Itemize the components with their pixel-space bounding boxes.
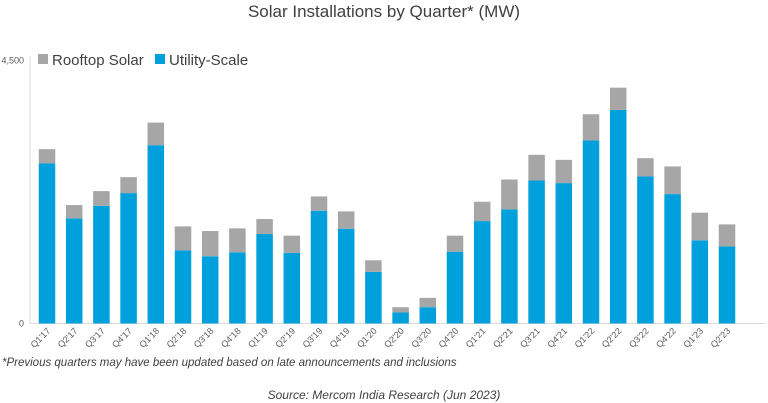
x-tick-label: Q1'17	[29, 326, 53, 350]
bar-utility-scale	[38, 163, 56, 324]
bar-utility-scale	[718, 246, 736, 324]
x-tick-label: Q4'19	[328, 326, 352, 350]
bar-rooftop-solar	[310, 196, 328, 211]
bar-rooftop-solar	[120, 177, 137, 194]
bar-utility-scale	[147, 145, 165, 324]
bar-rooftop-solar	[582, 114, 600, 141]
bar-rooftop-solar	[528, 154, 545, 181]
legend-swatch	[155, 54, 165, 64]
bar-utility-scale	[691, 240, 709, 324]
bar-utility-scale	[392, 312, 409, 324]
bar-rooftop-solar	[38, 149, 56, 164]
source-note: Source: Mercom India Research (Jun 2023)	[267, 388, 501, 402]
x-tick-label: Q3'22	[627, 326, 651, 350]
x-tick-label: Q4'18	[219, 326, 243, 350]
x-tick-label: Q2'17	[56, 326, 80, 350]
bar-rooftop-solar	[691, 212, 709, 241]
bar-utility-scale	[446, 251, 464, 324]
x-tick-label: Q4'17	[110, 326, 134, 350]
x-tick-label: Q3'18	[192, 326, 216, 350]
bar-rooftop-solar	[637, 158, 654, 177]
x-tick-label: Q1'22	[573, 326, 597, 350]
bar-utility-scale	[201, 256, 219, 324]
x-tick-label: Q1'21	[464, 326, 488, 350]
bar-rooftop-solar	[664, 166, 681, 195]
bar-rooftop-solar	[718, 224, 736, 247]
bar-utility-scale	[501, 209, 518, 324]
x-tick-label: Q1'19	[246, 326, 270, 350]
bar-rooftop-solar	[93, 191, 110, 206]
bar-utility-scale	[120, 193, 137, 324]
bar-rooftop-solar	[283, 235, 301, 253]
x-tick-label: Q1'20	[355, 326, 379, 350]
bar-utility-scale	[283, 252, 301, 324]
y-tick-label: 4,500	[1, 56, 24, 66]
x-tick-label: Q2'21	[491, 326, 515, 350]
bar-rooftop-solar	[609, 87, 627, 110]
x-tick-label: Q1'18	[137, 326, 161, 350]
x-tick-label: Q2'18	[165, 326, 189, 350]
x-tick-label: Q4'20	[437, 326, 461, 350]
bar-rooftop-solar	[256, 219, 273, 235]
bar-rooftop-solar	[65, 205, 83, 219]
x-tick-label: Q4'22	[654, 326, 678, 350]
bar-rooftop-solar	[201, 231, 219, 257]
bar-rooftop-solar	[446, 235, 464, 252]
y-tick-label: 0	[19, 319, 24, 329]
bar-utility-scale	[93, 205, 110, 324]
bar-utility-scale	[555, 183, 573, 324]
bar-utility-scale	[582, 140, 600, 324]
bar-rooftop-solar	[147, 122, 165, 146]
bar-utility-scale	[365, 271, 382, 324]
bar-rooftop-solar	[337, 211, 355, 229]
bar-utility-scale	[637, 176, 654, 324]
x-tick-label: Q3'21	[518, 326, 542, 350]
x-tick-label: Q2'19	[273, 326, 297, 350]
legend-label: Rooftop Solar	[52, 52, 144, 69]
bar-utility-scale	[473, 221, 491, 324]
x-tick-label: Q3'20	[409, 326, 433, 350]
bar-utility-scale	[419, 307, 437, 324]
bar-rooftop-solar	[174, 226, 192, 251]
bar-utility-scale	[174, 250, 192, 324]
x-tick-label: Q3'19	[301, 326, 325, 350]
bar-rooftop-solar	[229, 228, 246, 253]
x-tick-label: Q2'20	[382, 326, 406, 350]
bar-utility-scale	[528, 180, 545, 324]
bar-utility-scale	[65, 218, 83, 324]
bar-utility-scale	[609, 109, 627, 324]
bar-utility-scale	[337, 228, 355, 324]
x-tick-label: Q2'22	[600, 326, 624, 350]
bar-rooftop-solar	[501, 179, 518, 210]
bar-utility-scale	[664, 194, 681, 324]
bar-utility-scale	[310, 210, 328, 324]
bar-utility-scale	[256, 234, 273, 324]
legend-label: Utility-Scale	[169, 52, 248, 69]
x-tick-label: Q1'23	[681, 326, 705, 350]
x-tick-label: Q4'21	[545, 326, 569, 350]
x-tick-label: Q3'17	[83, 326, 107, 350]
bar-rooftop-solar	[473, 201, 491, 222]
bar-rooftop-solar	[555, 159, 573, 184]
bar-rooftop-solar	[365, 260, 382, 272]
legend-swatch	[38, 54, 48, 64]
bar-utility-scale	[229, 252, 246, 324]
bar-rooftop-solar	[392, 307, 409, 313]
bar-rooftop-solar	[419, 297, 437, 308]
footnote: *Previous quarters may have been updated…	[2, 357, 457, 369]
x-tick-label: Q2'23	[709, 326, 733, 350]
chart-title: Solar Installations by Quarter* (MW)	[247, 2, 521, 21]
